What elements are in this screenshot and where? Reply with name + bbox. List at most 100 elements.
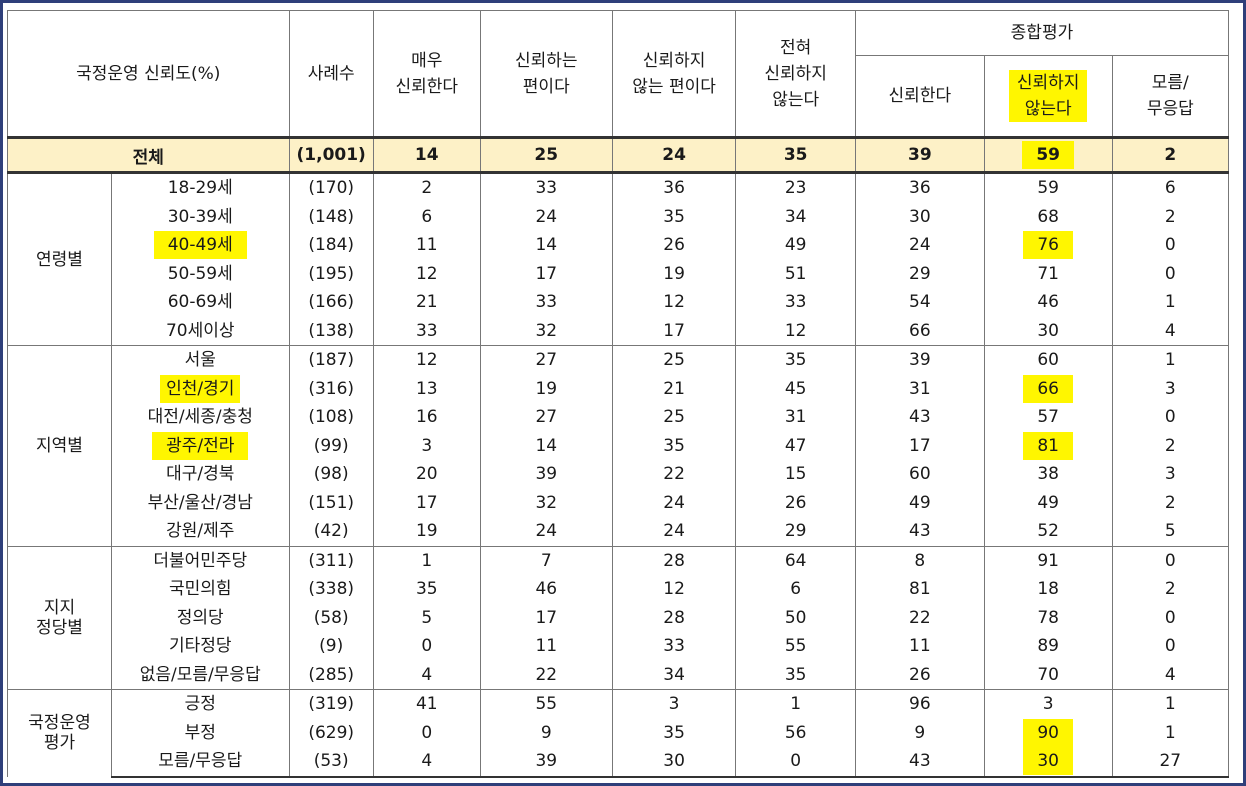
cell-dont-know: 1 xyxy=(1111,718,1230,747)
header-trust: 신뢰한다 xyxy=(854,55,985,138)
cell-cases: (285) xyxy=(288,660,374,690)
table-row: 광주/전라 (99) 3 14 35 47 17 81 2 xyxy=(8,431,1230,460)
cell-dont-know: 1 xyxy=(1111,689,1230,719)
cell-somewhat-trust: 39 xyxy=(479,460,613,489)
row-label: 부정 xyxy=(110,718,290,747)
cell-somewhat-distrust: 25 xyxy=(611,345,737,375)
row-label: 70세이상 xyxy=(110,316,290,346)
cell-not-at-all: 55 xyxy=(735,632,856,661)
cell-cases: (108) xyxy=(288,403,374,432)
cell-not-at-all: 6 xyxy=(735,575,856,604)
cell-not-at-all: 64 xyxy=(735,545,856,575)
cell-distrust: 3 xyxy=(983,689,1113,719)
cell-dont-know: 2 xyxy=(1111,488,1230,517)
cell-distrust-highlight: 90 xyxy=(1023,718,1073,747)
group-age: 연령별 18-29세 (170) 2 33 36 23 36 59 6 30-3… xyxy=(7,172,1230,346)
table-row: 국정운영 평가 긍정 (319) 41 55 3 1 96 3 1 xyxy=(7,689,1230,777)
total-trust: 39 xyxy=(854,136,985,174)
cell-distrust: 76 xyxy=(983,231,1113,260)
table-row: 모름/무응답 (53) 4 39 30 0 43 30 27 xyxy=(8,747,1230,778)
cell-very-trust: 3 xyxy=(372,431,481,460)
cell-trust: 11 xyxy=(854,632,985,661)
cell-somewhat-trust: 17 xyxy=(479,603,613,632)
cell-trust: 43 xyxy=(854,403,985,432)
table-row: 30-39세 (148) 6 24 35 34 30 68 2 xyxy=(8,202,1230,231)
cell-trust: 66 xyxy=(854,316,985,346)
cell-trust: 8 xyxy=(854,545,985,575)
cell-somewhat-distrust: 33 xyxy=(611,632,737,661)
total-dont-know: 2 xyxy=(1111,136,1230,174)
cell-not-at-all: 35 xyxy=(735,345,856,375)
table-row: 60-69세 (166) 21 33 12 33 54 46 1 xyxy=(8,288,1230,317)
cell-somewhat-distrust: 12 xyxy=(611,575,737,604)
cell-not-at-all: 49 xyxy=(735,231,856,260)
cell-somewhat-trust: 55 xyxy=(479,689,613,719)
cell-somewhat-trust: 9 xyxy=(479,718,613,747)
cell-not-at-all: 50 xyxy=(735,603,856,632)
cell-distrust: 70 xyxy=(983,660,1113,690)
cell-somewhat-trust: 46 xyxy=(479,575,613,604)
cell-very-trust: 4 xyxy=(372,660,481,690)
total-row: 전체 (1,001) 14 25 24 35 39 59 2 xyxy=(7,136,1230,174)
table-row: 부산/울산/경남 (151) 17 32 24 26 49 49 2 xyxy=(8,488,1230,517)
cell-not-at-all: 29 xyxy=(735,517,856,547)
cell-very-trust: 0 xyxy=(372,632,481,661)
cell-distrust: 60 xyxy=(983,345,1113,375)
cell-distrust: 89 xyxy=(983,632,1113,661)
cell-trust: 54 xyxy=(854,288,985,317)
group-party: 지지 정당별 더불어민주당 (311) 1 7 28 64 8 91 0 국민의힘… xyxy=(7,545,1230,690)
cell-distrust: 68 xyxy=(983,202,1113,231)
cell-dont-know: 1 xyxy=(1111,288,1230,317)
cell-distrust: 38 xyxy=(983,460,1113,489)
cell-somewhat-distrust: 19 xyxy=(611,259,737,288)
header-dont-know: 모름/무응답 xyxy=(1111,55,1230,138)
cell-not-at-all: 1 xyxy=(735,689,856,719)
cell-somewhat-distrust: 30 xyxy=(611,747,737,778)
group-label-age: 연령별 xyxy=(7,172,112,346)
cell-trust: 26 xyxy=(854,660,985,690)
cell-dont-know: 0 xyxy=(1111,632,1230,661)
header-somewhat-distrust: 신뢰하지 않는 편이다 xyxy=(611,10,737,138)
cell-cases: (187) xyxy=(288,345,374,375)
row-label: 대전/세종/충청 xyxy=(110,403,290,432)
total-not-at-all: 35 xyxy=(735,136,856,174)
cell-not-at-all: 12 xyxy=(735,316,856,346)
cell-dont-know: 3 xyxy=(1111,460,1230,489)
group-label-region: 지역별 xyxy=(7,345,112,546)
cell-very-trust: 5 xyxy=(372,603,481,632)
cell-trust: 29 xyxy=(854,259,985,288)
row-label-highlight: 40-49세 xyxy=(153,231,247,260)
cell-somewhat-distrust: 28 xyxy=(611,545,737,575)
cell-cases: (58) xyxy=(288,603,374,632)
cell-not-at-all: 56 xyxy=(735,718,856,747)
cell-dont-know: 3 xyxy=(1111,374,1230,403)
cell-dont-know: 6 xyxy=(1111,172,1230,203)
cell-not-at-all: 0 xyxy=(735,747,856,778)
cell-distrust: 66 xyxy=(983,374,1113,403)
table-row: 인천/경기 (316) 13 19 21 45 31 66 3 xyxy=(8,374,1230,403)
cell-somewhat-distrust: 35 xyxy=(611,202,737,231)
cell-very-trust: 11 xyxy=(372,231,481,260)
cell-not-at-all: 33 xyxy=(735,288,856,317)
cell-distrust-highlight: 81 xyxy=(1023,431,1073,460)
cell-very-trust: 6 xyxy=(372,202,481,231)
cell-somewhat-distrust: 35 xyxy=(611,431,737,460)
cell-cases: (316) xyxy=(288,374,374,403)
cell-very-trust: 12 xyxy=(372,345,481,375)
row-label: 기타정당 xyxy=(110,632,290,661)
cell-distrust: 59 xyxy=(983,172,1113,203)
row-label: 30-39세 xyxy=(110,202,290,231)
table-row: 강원/제주 (42) 19 24 24 29 43 52 5 xyxy=(8,517,1230,547)
cell-cases: (98) xyxy=(288,460,374,489)
cell-not-at-all: 51 xyxy=(735,259,856,288)
header-very-trust: 매우 신뢰한다 xyxy=(372,10,481,138)
cell-trust: 17 xyxy=(854,431,985,460)
cell-very-trust: 19 xyxy=(372,517,481,547)
cell-somewhat-trust: 32 xyxy=(479,316,613,346)
cell-trust: 30 xyxy=(854,202,985,231)
cell-not-at-all: 26 xyxy=(735,488,856,517)
trust-survey-table: 국정운영 신뢰도(%) 사례수 매우 신뢰한다 신뢰하는 편이다 신뢰하지 않는 편이… xyxy=(7,10,1230,778)
total-cases: (1,001) xyxy=(288,136,374,174)
cell-very-trust: 17 xyxy=(372,488,481,517)
